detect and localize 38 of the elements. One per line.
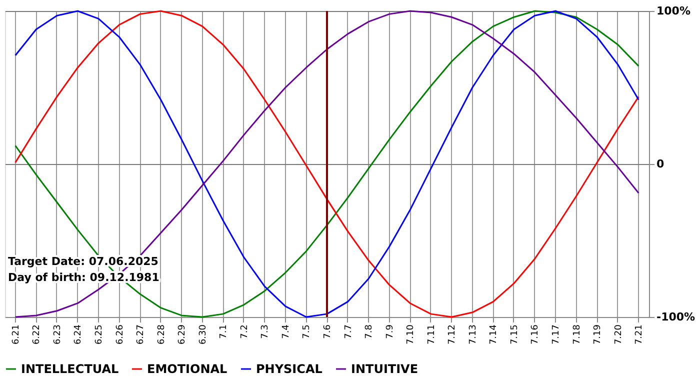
x-tick-label: 7.13 bbox=[468, 324, 478, 345]
x-tick-label: 6.28 bbox=[156, 324, 167, 345]
x-tick-label: 6.22 bbox=[32, 324, 42, 345]
x-tick-label: 7.19 bbox=[593, 324, 604, 345]
y-tick-label: 0 bbox=[656, 158, 664, 170]
legend-label: EMOTIONAL bbox=[147, 362, 228, 376]
y-tick-label: -100% bbox=[656, 310, 696, 324]
x-tick-label: 7.8 bbox=[364, 324, 375, 339]
x-tick-label: 6.25 bbox=[94, 324, 104, 345]
x-tick-label: 7.4 bbox=[281, 324, 292, 339]
x-tick-label: 7.18 bbox=[572, 324, 582, 345]
legend-label: INTUITIVE bbox=[351, 362, 418, 376]
x-tick-label: 6.29 bbox=[178, 324, 188, 345]
x-tick-label: 7.3 bbox=[260, 324, 271, 339]
x-tick-label: 7.16 bbox=[530, 324, 541, 345]
y-tick-label: 100% bbox=[656, 4, 690, 18]
x-tick-label: 7.2 bbox=[240, 324, 250, 339]
x-tick-label: 7.12 bbox=[448, 324, 458, 345]
x-tick-label: 7.10 bbox=[406, 324, 416, 345]
x-tick-label: 6.21 bbox=[11, 324, 22, 345]
x-tick-label: 6.27 bbox=[136, 324, 146, 345]
x-tick-label: 7.1 bbox=[219, 324, 230, 339]
legend-label: INTELLECTUAL bbox=[21, 362, 120, 376]
legend-label: PHYSICAL bbox=[256, 362, 323, 376]
x-tick-label: 6.24 bbox=[74, 324, 84, 345]
x-tick-label: 7.9 bbox=[385, 324, 396, 339]
x-tick-label: 7.14 bbox=[489, 324, 500, 345]
x-tick-label: 7.6 bbox=[323, 324, 333, 339]
x-tick-label: 7.21 bbox=[634, 324, 645, 345]
x-tick-label: 6.23 bbox=[52, 324, 63, 345]
x-tick-label: 7.11 bbox=[426, 324, 437, 345]
x-tick-label: 7.17 bbox=[552, 324, 562, 345]
x-tick-label: 7.7 bbox=[344, 324, 354, 339]
x-tick-label: 6.30 bbox=[198, 324, 208, 345]
x-tick-label: 7.15 bbox=[510, 324, 520, 345]
x-tick-label: 7.5 bbox=[302, 324, 312, 339]
x-tick-label: 7.20 bbox=[614, 324, 624, 345]
x-tick-label: 6.26 bbox=[115, 324, 126, 345]
